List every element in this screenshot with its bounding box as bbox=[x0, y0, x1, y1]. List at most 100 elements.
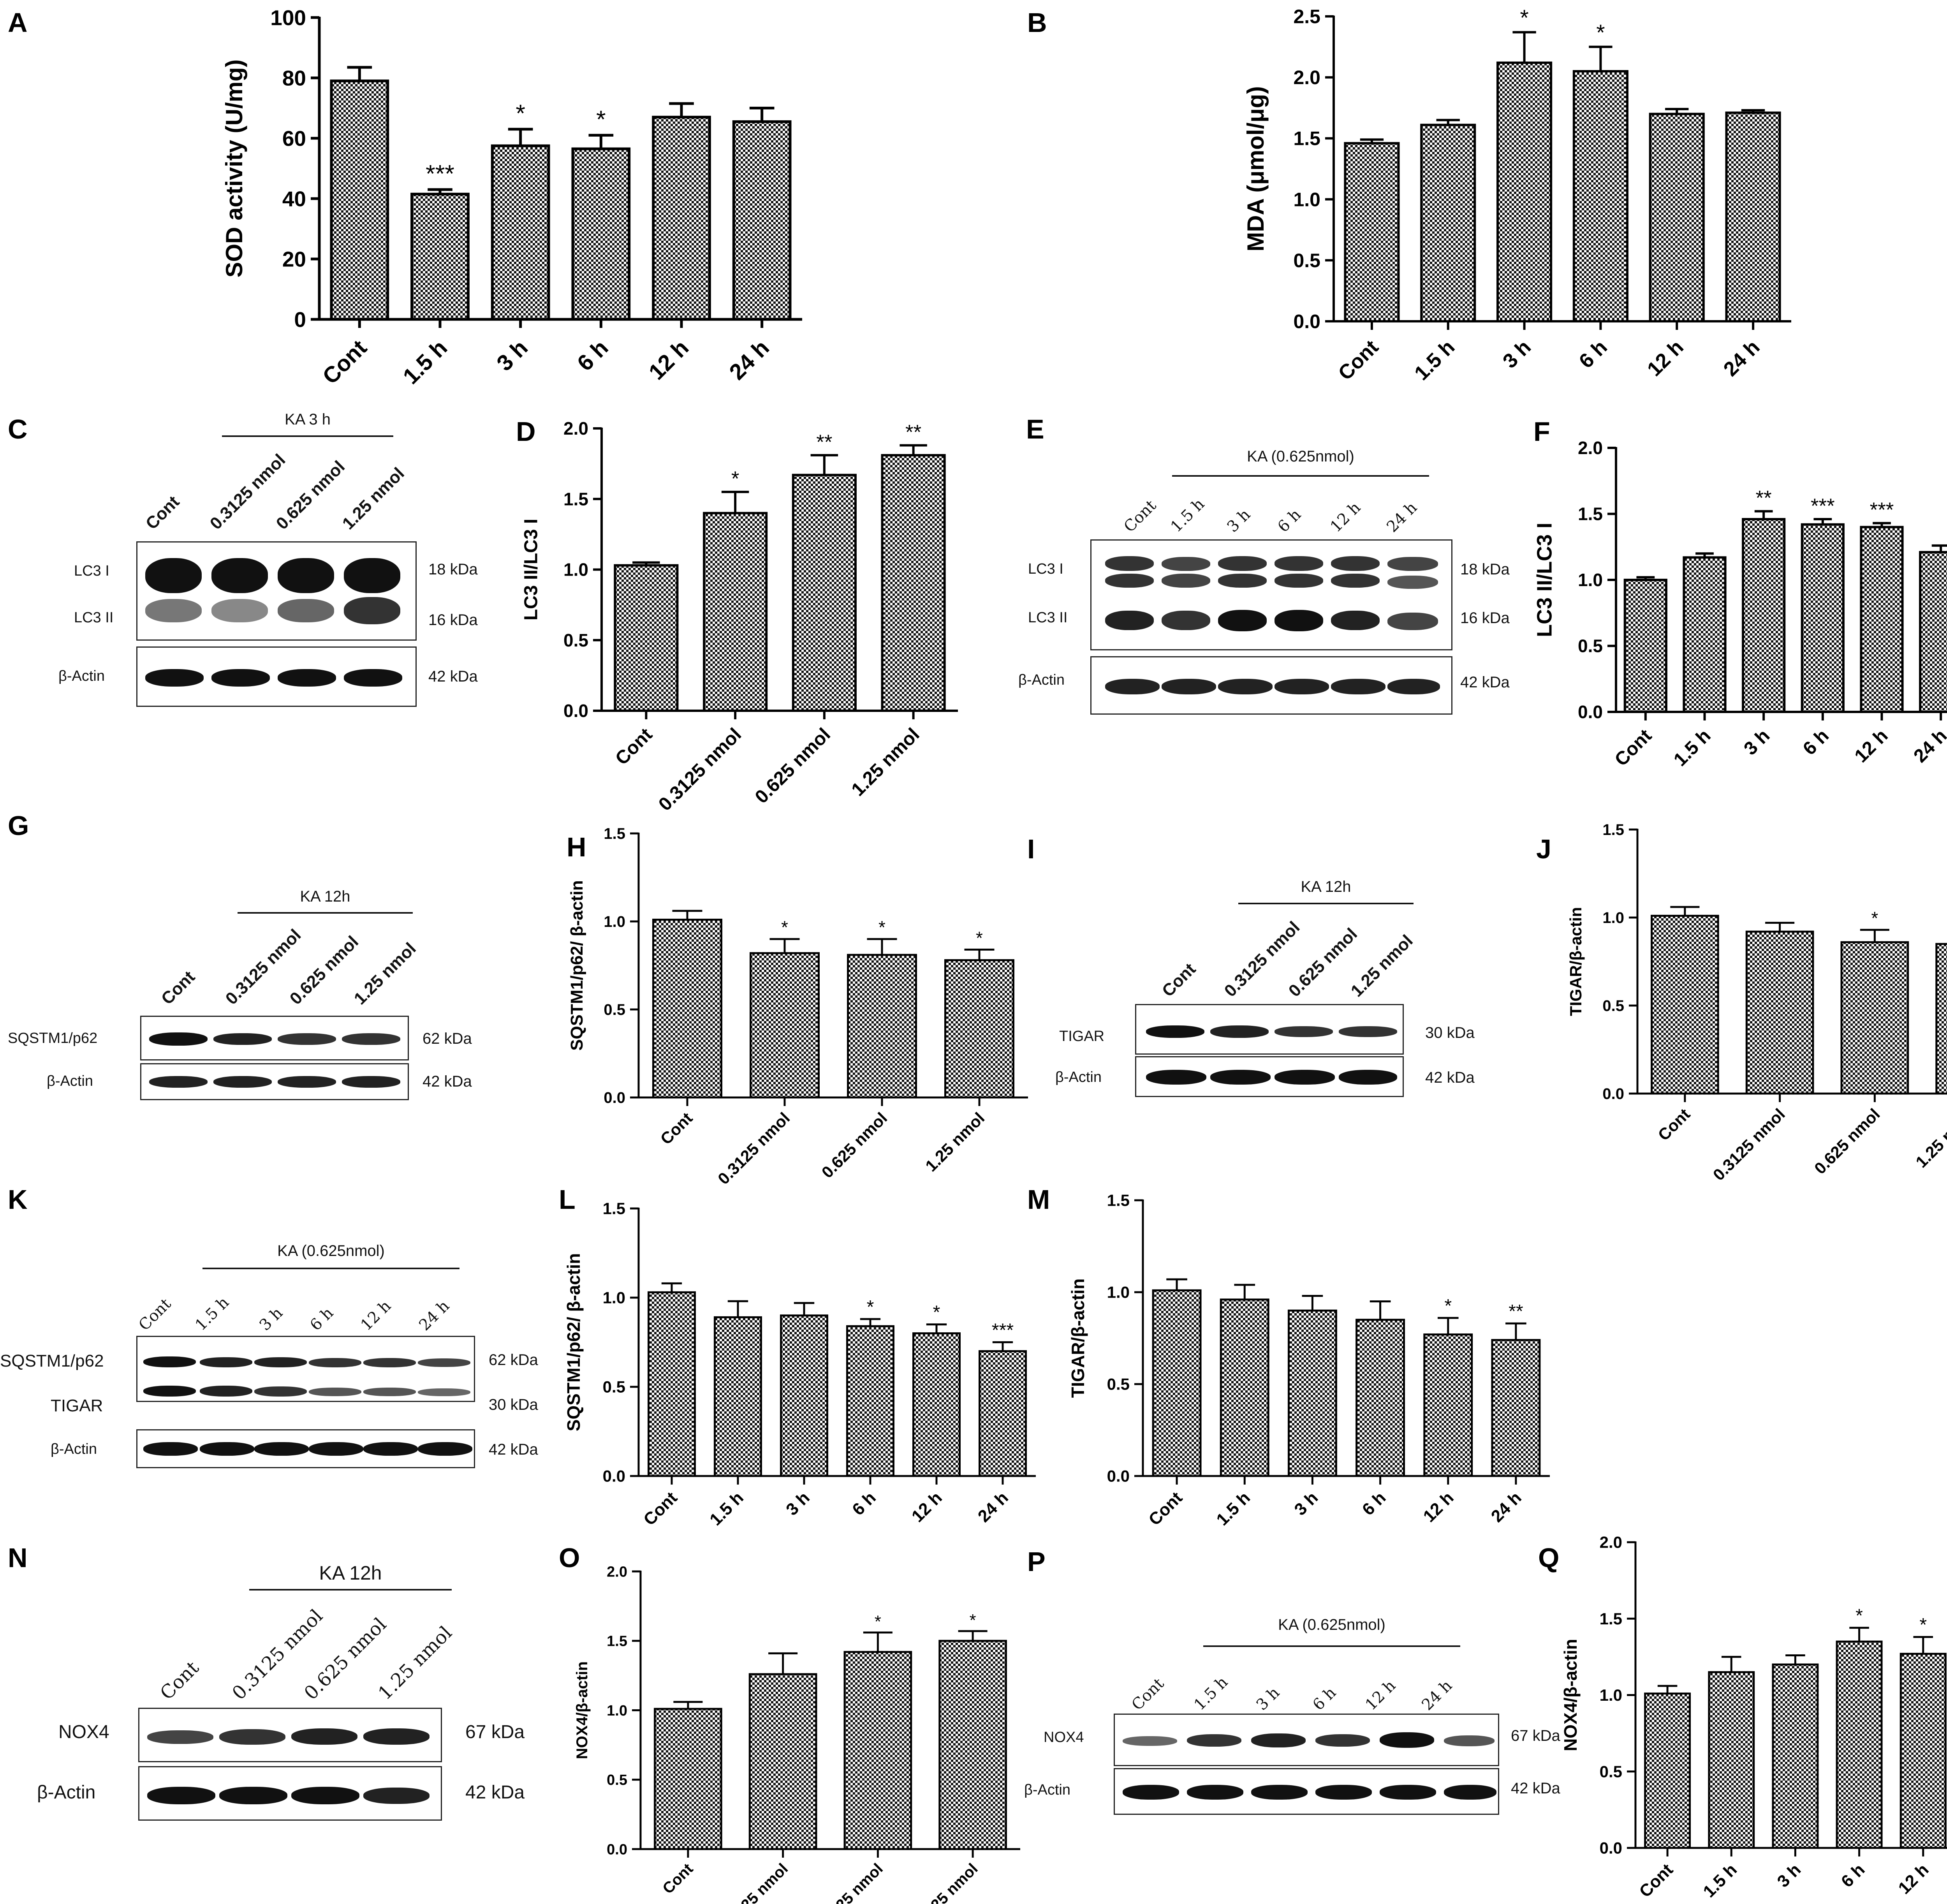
x-tick-label: 3 h bbox=[1774, 1860, 1805, 1891]
significance-mark: *** bbox=[992, 1320, 1014, 1341]
x-tick-label: 12 h bbox=[1850, 725, 1892, 767]
band bbox=[1146, 1025, 1204, 1038]
x-tick-label: 1.5 h bbox=[398, 335, 452, 389]
gel-actin bbox=[1114, 1768, 1499, 1815]
bar bbox=[792, 474, 857, 712]
x-tick-label: Cont bbox=[659, 1860, 696, 1897]
kda-label: 16 kDa bbox=[428, 611, 478, 629]
band bbox=[291, 1787, 359, 1804]
band bbox=[143, 1442, 198, 1456]
y-tick-label: 1.0 bbox=[1578, 570, 1603, 590]
bar bbox=[748, 1673, 817, 1850]
band bbox=[211, 558, 268, 593]
x-tick-label: 1.5 h bbox=[706, 1488, 747, 1529]
significance-mark: *** bbox=[1811, 495, 1835, 518]
y-tick-label: 0.0 bbox=[1600, 1839, 1622, 1857]
bar bbox=[652, 918, 722, 1099]
x-tick-label: 1.5 h bbox=[1670, 725, 1715, 770]
y-tick-label: 1.5 bbox=[1107, 1191, 1130, 1210]
x-tick-label: 0.3125 nmol bbox=[1709, 1105, 1789, 1184]
gel-actin bbox=[140, 1063, 409, 1100]
x-tick-label: 0.3125 nmol bbox=[716, 1860, 792, 1904]
band bbox=[1380, 1785, 1436, 1800]
chart-a: 0 20 40 60 80 100 SOD activity (U/mg) Cont *** 1.… bbox=[221, 5, 802, 389]
x-tick-label: 24 h bbox=[1719, 336, 1764, 381]
bar bbox=[1420, 123, 1476, 322]
significance-mark: * bbox=[1444, 1295, 1452, 1316]
band bbox=[1331, 556, 1380, 571]
y-tick-label: 2.0 bbox=[1578, 438, 1603, 458]
band bbox=[363, 1388, 416, 1396]
y-tick-label: 1.5 bbox=[607, 1633, 627, 1650]
band bbox=[1210, 1070, 1271, 1085]
bar bbox=[652, 116, 711, 321]
panel-label-j: J bbox=[1536, 834, 1551, 864]
x-tick-label: 24 h bbox=[974, 1488, 1012, 1526]
significance-mark: ** bbox=[1756, 487, 1772, 510]
band bbox=[200, 1386, 252, 1397]
band bbox=[213, 1076, 272, 1088]
band bbox=[1162, 611, 1210, 630]
x-tick-label: Cont bbox=[611, 724, 657, 769]
y-tick-label: 2.0 bbox=[607, 1564, 627, 1580]
band bbox=[1275, 679, 1329, 694]
ka-header: KA 12h bbox=[1301, 878, 1351, 895]
band bbox=[219, 1729, 285, 1745]
band bbox=[1218, 610, 1267, 631]
row-label: LC3 I bbox=[74, 563, 109, 579]
bar bbox=[750, 952, 820, 1099]
bar bbox=[1683, 556, 1727, 713]
kda-label: 30 kDa bbox=[489, 1396, 538, 1413]
y-tick-label: 0.5 bbox=[1602, 997, 1624, 1015]
bar bbox=[1491, 1339, 1541, 1477]
bar bbox=[1840, 941, 1909, 1095]
bar bbox=[881, 454, 946, 712]
y-axis-label: SQSTM1/p62/ β-actin bbox=[563, 1253, 584, 1432]
y-tick-label: 0.0 bbox=[1107, 1467, 1130, 1485]
band bbox=[1105, 574, 1154, 588]
x-tick-label: Cont bbox=[640, 1488, 681, 1529]
bar bbox=[703, 512, 768, 712]
x-tick-label: 24 h bbox=[1488, 1488, 1525, 1526]
x-tick-label: 1.25 nmol bbox=[1912, 1105, 1947, 1171]
band bbox=[143, 1356, 196, 1367]
band bbox=[1123, 1736, 1177, 1746]
y-axis-label: SQSTM1/p62/ β-actin bbox=[567, 880, 586, 1051]
band bbox=[1105, 679, 1160, 694]
bar bbox=[1152, 1289, 1202, 1477]
y-tick-label: 100 bbox=[270, 5, 306, 30]
y-tick-label: 40 bbox=[282, 187, 306, 211]
significance-mark: * bbox=[731, 467, 739, 490]
bar bbox=[843, 1651, 912, 1850]
x-tick-label: 3 h bbox=[1740, 725, 1774, 759]
kda-label: 42 kDa bbox=[1425, 1069, 1475, 1086]
bar bbox=[1919, 551, 1947, 713]
gel-actin bbox=[136, 646, 417, 707]
y-tick-label: 0.5 bbox=[603, 1378, 625, 1396]
row-label: β-Actin bbox=[51, 1441, 97, 1457]
chart-d: 0.0 0.5 1.0 1.5 2.0 LC3 II/LC3 I Cont * 0.3125 n… bbox=[521, 418, 958, 815]
bar bbox=[1644, 1693, 1691, 1849]
panel-label-e: E bbox=[1026, 414, 1044, 444]
y-axis-label: TIGAR/β-actin bbox=[1068, 1279, 1088, 1398]
band bbox=[1162, 679, 1216, 694]
significance-mark: *** bbox=[426, 160, 454, 188]
band bbox=[145, 669, 204, 687]
y-tick-label: 0.0 bbox=[563, 701, 588, 721]
gel-p62 bbox=[140, 1016, 409, 1060]
band bbox=[1210, 1025, 1269, 1038]
significance-mark: * bbox=[933, 1302, 940, 1323]
kda-label: 42 kDa bbox=[428, 668, 478, 685]
x-tick-label: 0.3125 nmol bbox=[655, 724, 746, 815]
kda-label: 62 kDa bbox=[422, 1030, 472, 1047]
band bbox=[1387, 557, 1438, 571]
chart-j: 0.0 0.5 1.0 1.5 TIGAR/β-actin Cont 0.3125 nmol… bbox=[1567, 821, 1947, 1184]
bar bbox=[1423, 1333, 1473, 1477]
band bbox=[149, 1032, 208, 1046]
x-tick-label: 12 h bbox=[1643, 336, 1688, 381]
significance-mark: * bbox=[878, 917, 885, 937]
x-tick-label: 12 h bbox=[908, 1488, 946, 1526]
band bbox=[1162, 574, 1210, 588]
chart-m: 0.0 0.5 1.0 1.5 TIGAR/β-actin Cont 1.5 h 3 h 6 h… bbox=[1068, 1191, 1550, 1529]
y-tick-label: 1.0 bbox=[607, 1703, 627, 1719]
